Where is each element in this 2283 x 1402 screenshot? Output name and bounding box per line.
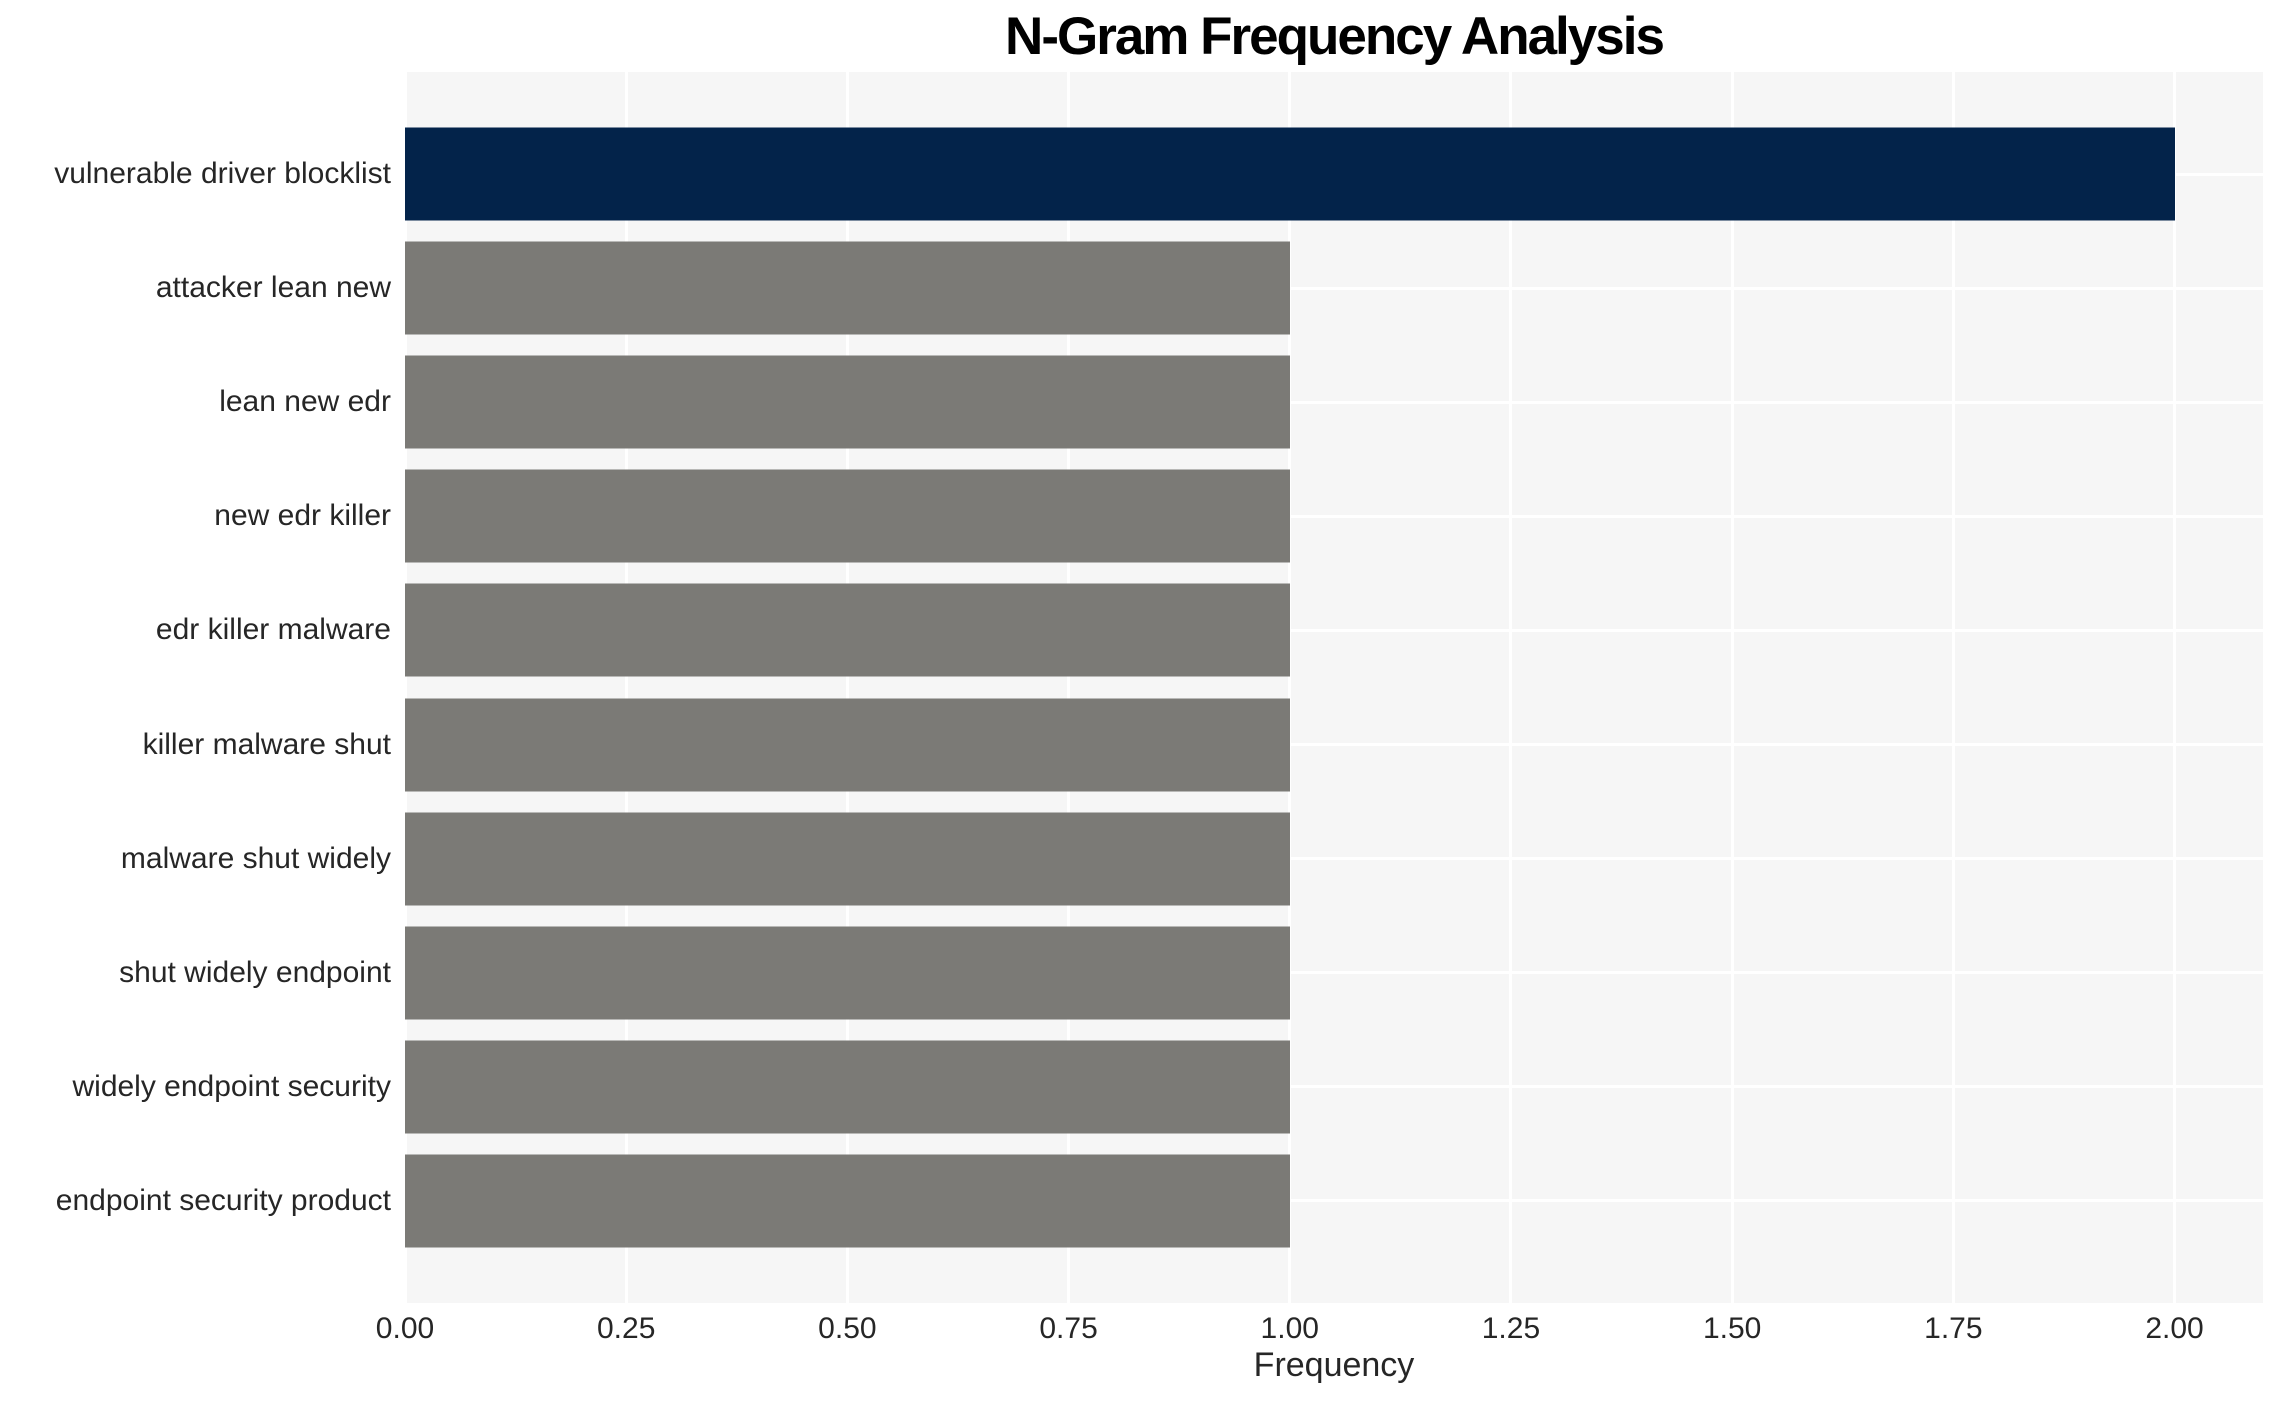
bar-row [405,231,2263,345]
bar-endpoint-security-product [405,1154,1290,1248]
x-tick-label: 1.00 [1260,1312,1319,1345]
category-label-row: lean new edr [0,345,405,459]
bar-row [405,117,2263,231]
vertical-gridline [624,72,628,1303]
bar-attacker-lean-new [405,241,1290,335]
vertical-gridline [1509,72,1513,1303]
vertical-gridline [403,72,407,1303]
bar-row [405,345,2263,459]
x-tick-label: 1.25 [1481,1312,1541,1345]
horizontal-gridline [405,971,2263,975]
category-label-row: new edr killer [0,459,405,573]
vertical-gridline [1951,72,1955,1303]
horizontal-gridline [405,1085,2263,1089]
category-label-row: killer malware shut [0,687,405,801]
category-label: widely endpoint security [72,1069,391,1103]
bar-lean-new-edr [405,355,1290,449]
category-label-row: attacker lean new [0,231,405,345]
bar-row [405,687,2263,801]
vertical-gridline [1730,72,1734,1303]
x-tick-label: 1.75 [1924,1312,1983,1345]
vertical-gridline [845,72,849,1303]
bar-row [405,802,2263,916]
bar-widely-endpoint-security [405,1040,1290,1134]
x-tick-label: 0.25 [596,1312,656,1345]
horizontal-gridline [405,743,2263,747]
x-tick-label: 0.50 [818,1312,877,1345]
bar-row [405,916,2263,1030]
category-label-row: endpoint security product [0,1144,405,1258]
category-label: malware shut widely [120,841,391,875]
y-axis-category-labels: vulnerable driver blocklist attacker lean… [0,72,405,1303]
category-label: endpoint security product [55,1183,391,1217]
bar-row [405,1144,2263,1258]
horizontal-gridline [405,857,2263,861]
bar-killer-malware-shut [405,698,1290,792]
horizontal-gridline [405,286,2263,290]
category-label-row: vulnerable driver blocklist [0,117,405,231]
vertical-gridline [1288,72,1292,1303]
category-label: shut widely endpoint [119,955,391,989]
vertical-gridline [2173,72,2177,1303]
horizontal-gridline [405,400,2263,404]
bar-shut-widely-endpoint [405,926,1290,1020]
horizontal-gridline [405,628,2263,632]
bar-malware-shut-widely [405,812,1290,906]
category-label-row: malware shut widely [0,802,405,916]
bar-vulnerable-driver-blocklist [405,127,2175,221]
category-label: new edr killer [214,499,391,533]
category-label-row: widely endpoint security [0,1030,405,1144]
chart-title: N-Gram Frequency Analysis [1005,7,1665,66]
x-tick-label: 0.00 [375,1312,435,1345]
bar-new-edr-killer [405,469,1290,563]
bar-edr-killer-malware [405,583,1290,677]
bar-rows [405,72,2263,1303]
category-label: vulnerable driver blocklist [54,157,391,191]
category-label: edr killer malware [155,613,391,647]
x-tick-label: 0.75 [1039,1312,1098,1345]
x-axis-label: Frequency [1253,1346,1415,1384]
category-label: attacker lean new [155,271,391,305]
bar-row [405,573,2263,687]
category-label: killer malware shut [142,727,391,761]
x-tick-label: 1.50 [1702,1312,1762,1345]
category-label-row: edr killer malware [0,573,405,687]
category-label-row: shut widely endpoint [0,916,405,1030]
category-label: lean new edr [219,385,391,419]
bar-row [405,459,2263,573]
vertical-gridline [1067,72,1071,1303]
horizontal-gridline [405,514,2263,518]
x-tick-label: 2.00 [2145,1312,2204,1345]
x-axis-tick-labels: 0.00 0.25 0.50 0.75 1.00 1.25 1.50 1.75 2.00 [376,1312,2263,1348]
horizontal-gridline [405,1199,2263,1203]
bar-row [405,1030,2263,1144]
